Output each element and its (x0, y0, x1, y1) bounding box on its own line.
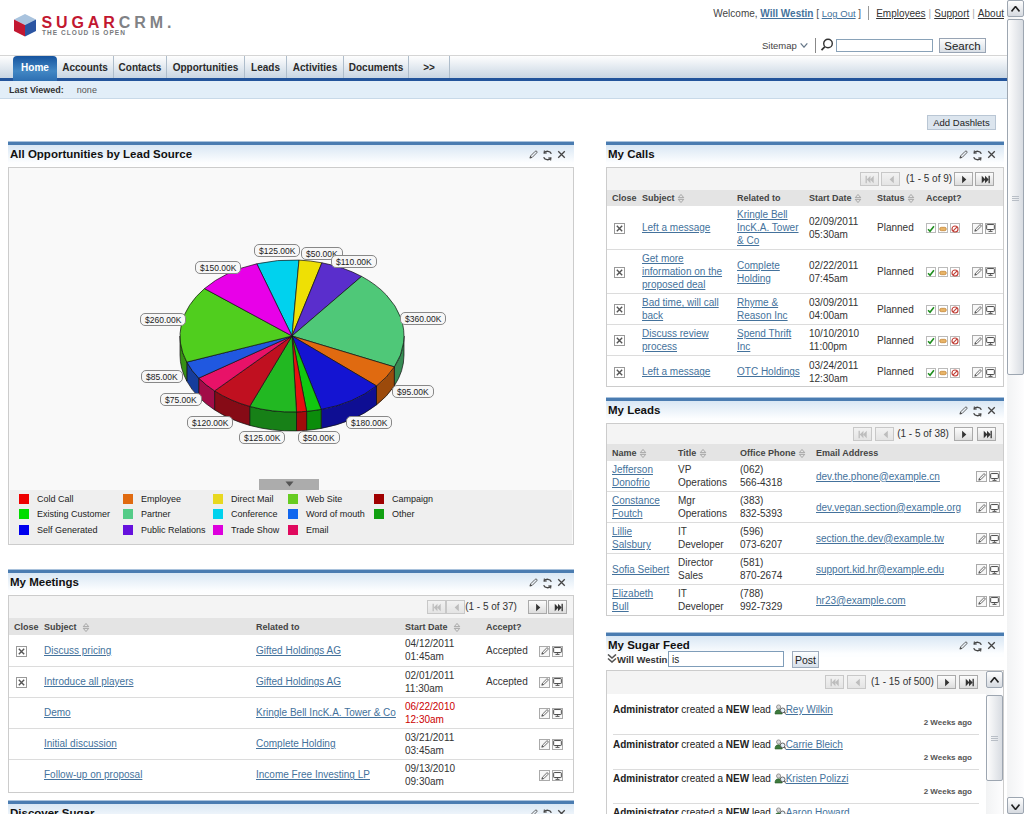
svg-text:THE CLOUD IS OPEN: THE CLOUD IS OPEN (42, 29, 126, 36)
